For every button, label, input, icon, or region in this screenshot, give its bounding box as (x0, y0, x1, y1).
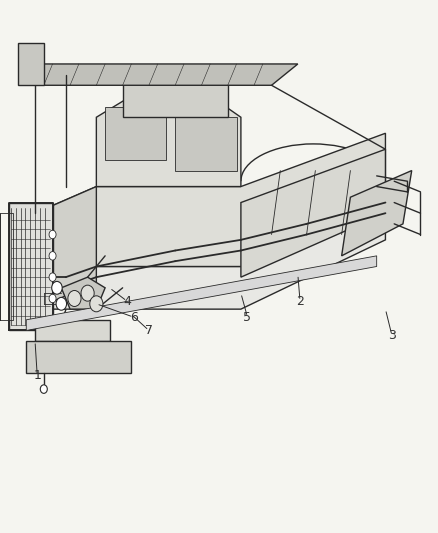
Polygon shape (18, 43, 44, 85)
Polygon shape (9, 203, 53, 330)
Text: 6: 6 (130, 311, 138, 324)
Polygon shape (26, 341, 131, 373)
Polygon shape (35, 187, 96, 309)
Text: 1: 1 (33, 369, 41, 382)
Polygon shape (342, 171, 412, 256)
Polygon shape (35, 133, 385, 266)
Text: 2: 2 (296, 295, 304, 308)
Circle shape (49, 230, 56, 239)
Polygon shape (26, 256, 377, 330)
Circle shape (81, 285, 94, 301)
Text: 5: 5 (244, 311, 251, 324)
Polygon shape (35, 203, 385, 309)
Polygon shape (35, 320, 110, 341)
Text: 7: 7 (145, 324, 153, 337)
Polygon shape (123, 75, 228, 117)
Circle shape (56, 297, 67, 310)
Polygon shape (241, 149, 385, 277)
Circle shape (40, 385, 47, 393)
Polygon shape (35, 64, 298, 85)
Text: 4: 4 (123, 295, 131, 308)
Circle shape (49, 273, 56, 281)
Polygon shape (61, 277, 105, 309)
Circle shape (68, 290, 81, 306)
Circle shape (49, 252, 56, 260)
Polygon shape (96, 96, 241, 187)
Polygon shape (105, 107, 166, 160)
Circle shape (69, 292, 80, 305)
Text: 3: 3 (388, 329, 396, 342)
Circle shape (49, 294, 56, 303)
Polygon shape (175, 117, 237, 171)
Circle shape (52, 281, 62, 294)
Circle shape (90, 296, 103, 312)
